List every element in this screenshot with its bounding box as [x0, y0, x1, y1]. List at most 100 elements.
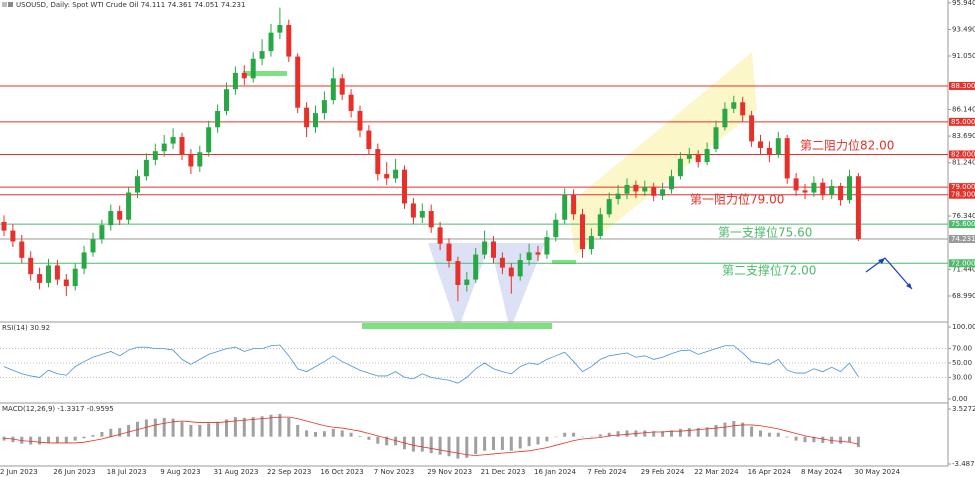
candle-body [766, 147, 772, 155]
candle-body [54, 265, 60, 280]
x-tick-label: 18 Jul 2023 [107, 468, 147, 476]
macd-value: -1.3317 [57, 405, 84, 413]
candle-body [402, 169, 407, 204]
macd-bar [696, 428, 700, 437]
candle-body [19, 241, 25, 258]
candle-body [72, 268, 78, 287]
candle-body [419, 211, 425, 218]
macd-bar [420, 436, 424, 452]
candle-body [277, 25, 283, 33]
macd-bar [322, 431, 326, 437]
candle-body [793, 178, 799, 191]
macd-bar [314, 431, 317, 437]
x-tick-label: 22 Mar 2024 [694, 468, 739, 476]
macd-bar [429, 436, 433, 454]
candle-body [624, 184, 630, 194]
macd-bar [500, 436, 504, 451]
macd-bar [82, 436, 86, 439]
candle-body [677, 158, 683, 177]
macd-bar [670, 430, 673, 437]
candle-body [410, 203, 416, 218]
macd-bar [732, 421, 736, 437]
macd-bar [91, 435, 95, 437]
candle-body [1, 221, 7, 231]
macd-bar [794, 436, 798, 441]
macd-bar [536, 436, 540, 445]
x-tick-label: 30 May 2024 [854, 468, 900, 476]
candle-body [161, 143, 167, 152]
candle-body [37, 274, 43, 283]
support-zone [552, 260, 576, 264]
macd-bar [127, 424, 131, 437]
candle-body [348, 94, 354, 111]
macd-bar [518, 436, 522, 449]
x-tick-label: 16 Jan 2024 [534, 468, 577, 476]
annotation: 第二支撑位72.00 [722, 263, 816, 278]
x-tick-label: 26 Jun 2023 [53, 468, 95, 476]
candle-body [28, 257, 34, 275]
candle-body [366, 130, 372, 150]
candle-body [633, 184, 639, 192]
candle-body [669, 176, 674, 190]
level-label: 85.000 [951, 118, 975, 126]
macd-bar [411, 436, 415, 452]
candle-body [553, 219, 559, 238]
macd-bar [242, 417, 246, 437]
arrow-head [878, 258, 885, 264]
y-tick-label: 3.5272 [952, 405, 975, 413]
macd-bar [189, 424, 193, 437]
macd-bar [678, 428, 682, 437]
y-tick-label: -3.4879 [952, 460, 975, 468]
level-tag [949, 190, 975, 199]
level-tag [949, 150, 975, 159]
y-tick-label: 86.140 [952, 105, 975, 113]
candle-body [749, 115, 755, 142]
candle-body [775, 138, 781, 155]
macd-bar [233, 417, 237, 437]
rsi-name: RSI(14) [2, 324, 28, 332]
macd-bar [785, 436, 789, 438]
candle-body [152, 151, 158, 160]
x-tick-label: 8 May 2024 [801, 468, 843, 476]
support-zone [362, 323, 552, 329]
macd-bar [340, 430, 344, 437]
candle-body [206, 127, 212, 153]
macd-bar [367, 436, 371, 440]
macd-bar [47, 436, 50, 443]
annotation: 第二阻力位82.00 [800, 138, 894, 153]
level-tag [949, 259, 975, 268]
level-label: 88.300 [951, 82, 975, 90]
candle-body [259, 51, 265, 59]
macd-bar [527, 436, 531, 447]
candle-body [295, 56, 301, 108]
macd-bar [821, 436, 825, 443]
macd-bar [509, 436, 513, 451]
x-tick-label: 31 Aug 2023 [214, 468, 259, 476]
macd-bar [705, 427, 709, 437]
level-label: 79.000 [951, 183, 975, 191]
level-tag [949, 117, 975, 126]
candle-body [838, 186, 844, 201]
macd-bar [848, 436, 851, 443]
level-label: 75.600 [951, 220, 975, 228]
macd-bar [598, 434, 602, 437]
arrow-head [906, 283, 912, 289]
symbol-icon [2, 2, 7, 7]
y-tick-label: 93.490 [952, 25, 975, 33]
macd-bar [483, 436, 487, 451]
candle-body [722, 108, 728, 128]
macd-bar [776, 432, 780, 437]
candle-body [855, 176, 861, 239]
candle-body [482, 241, 488, 255]
candle-body [455, 261, 461, 286]
macd-bar [180, 421, 184, 437]
candle-body [286, 25, 292, 57]
candle-body [526, 252, 532, 260]
candle-body [428, 211, 434, 228]
macd-bar [376, 436, 380, 444]
level-tag [949, 81, 975, 90]
x-tick-label: 29 Feb 2024 [641, 468, 685, 476]
y-tick-label: 71.440 [952, 265, 975, 273]
candle-body [99, 225, 105, 240]
